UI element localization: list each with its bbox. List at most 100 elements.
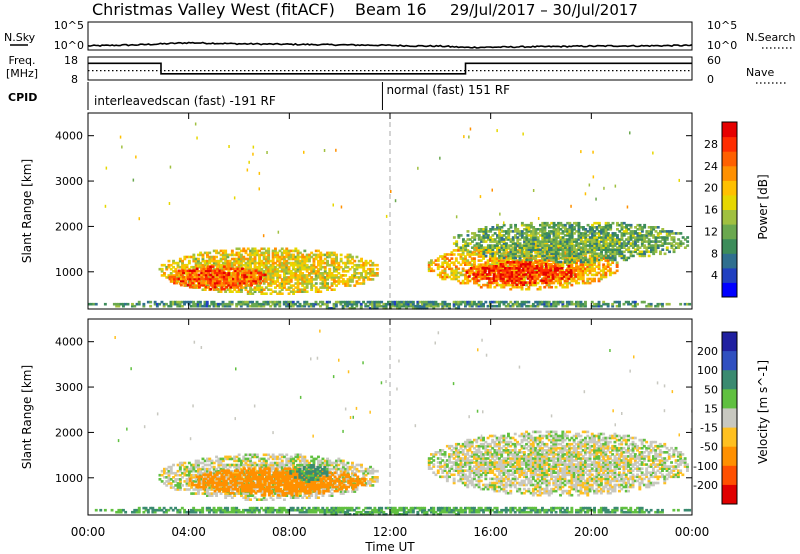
echo-cell — [405, 300, 408, 304]
echo-cell — [511, 263, 515, 266]
echo-cell — [448, 510, 451, 514]
echo-cell — [443, 300, 447, 304]
echo-cell — [484, 508, 488, 512]
echo-cell — [661, 242, 665, 245]
echo-cell — [491, 304, 495, 308]
echo-cell — [235, 506, 239, 510]
echo-cell — [348, 280, 352, 283]
echo-cell — [514, 230, 517, 233]
echo-cell — [384, 302, 388, 306]
echo-cell — [491, 257, 495, 260]
echo-cell — [317, 276, 320, 279]
echo-cell — [432, 302, 436, 306]
echo-cell — [296, 249, 300, 253]
echo-cell — [294, 508, 297, 512]
echo-cell — [176, 304, 180, 308]
echo-cell — [597, 236, 601, 239]
echo-cell — [561, 223, 565, 227]
echo-cell — [184, 269, 188, 273]
echo-cell — [350, 506, 354, 510]
echo-cell — [346, 282, 350, 285]
echo-cell — [124, 510, 128, 514]
echo-cell — [219, 510, 223, 514]
echo-cell — [613, 238, 617, 241]
echo-cell — [604, 246, 608, 249]
echo-cell — [527, 506, 531, 510]
echo-cell — [493, 259, 497, 262]
echo-cell — [351, 274, 354, 277]
echo-cell — [240, 261, 243, 265]
echo-cell — [470, 267, 473, 270]
echo-cell — [348, 307, 352, 310]
echo-cell — [539, 242, 542, 245]
echo-cell — [234, 273, 238, 277]
echo-cell — [640, 234, 644, 237]
echo-cell — [430, 510, 433, 514]
echo-cell — [643, 223, 647, 227]
echo-cell — [559, 281, 562, 285]
echo-cell — [559, 283, 562, 287]
power-colorbar-label: Power [dB] — [756, 174, 770, 239]
echo-cell — [577, 230, 581, 233]
echo-cell — [464, 246, 468, 249]
echo-cell — [246, 274, 250, 277]
echo-cell — [371, 510, 374, 514]
echo-cell — [168, 202, 171, 205]
echo-cell — [371, 278, 375, 281]
echo-cell — [289, 272, 293, 275]
echo-cell — [686, 302, 689, 306]
echo-cell — [615, 261, 619, 264]
echo-cell — [346, 300, 350, 304]
echo-cell — [165, 302, 168, 306]
echo-cell — [280, 284, 284, 287]
echo-cell — [523, 250, 526, 254]
echo-cell — [527, 261, 531, 264]
echo-cell — [535, 265, 539, 268]
echo-cell — [565, 304, 569, 308]
echo-cell — [579, 246, 583, 249]
echo-cell — [237, 510, 241, 514]
echo-cell — [296, 282, 300, 285]
echo-cell — [285, 276, 289, 279]
echo-cell — [466, 275, 470, 279]
echo-cell — [212, 263, 216, 267]
echo-cell — [645, 250, 649, 254]
echo-cell — [285, 510, 288, 514]
echo-cell — [520, 508, 524, 512]
echo-cell — [584, 230, 588, 233]
echo-cell — [151, 506, 155, 510]
echo-cell — [303, 274, 307, 277]
echo-cell — [532, 189, 535, 192]
echo-cell — [377, 506, 381, 510]
echo-cell — [330, 272, 334, 275]
echo-cell — [496, 129, 498, 133]
echo-cell — [246, 290, 250, 293]
echo-cell — [525, 250, 529, 254]
echo-cell — [220, 287, 224, 291]
echo-cell — [497, 269, 501, 272]
echo-cell — [514, 248, 517, 251]
echo-cell — [452, 269, 456, 273]
echo-cell — [409, 506, 413, 510]
echo-cell — [445, 508, 449, 512]
echo-cell — [248, 160, 250, 164]
echo-cell — [251, 302, 254, 306]
echo-cell — [243, 271, 247, 275]
echo-cell — [502, 256, 506, 260]
echo-cell — [328, 267, 332, 271]
echo-cell — [498, 226, 502, 229]
echo-cell — [552, 230, 556, 233]
echo-cell — [325, 300, 329, 304]
echo-cell — [188, 283, 192, 287]
echo-cell — [550, 256, 554, 260]
echo-cell — [611, 242, 615, 245]
echo-cell — [264, 510, 268, 514]
echo-cell — [312, 508, 316, 512]
echo-cell — [373, 510, 377, 514]
echo-cell — [600, 246, 603, 249]
echo-cell — [353, 508, 356, 512]
echo-cell — [489, 252, 493, 256]
echo-cell — [341, 267, 345, 271]
echo-cell — [227, 267, 231, 271]
echo-cell — [482, 249, 485, 252]
